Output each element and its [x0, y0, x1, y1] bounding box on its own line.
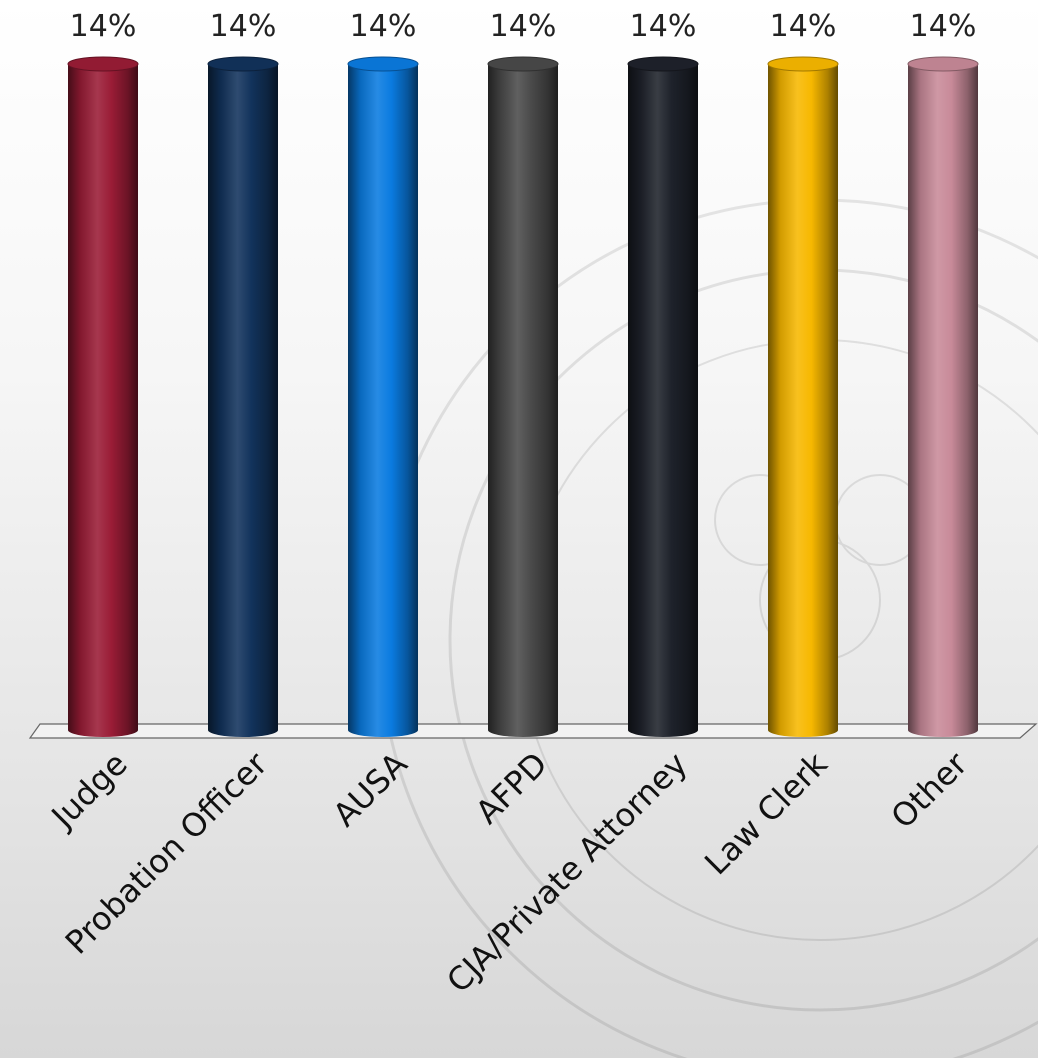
bar-top-cap	[347, 56, 419, 72]
bar-body	[208, 64, 278, 737]
bar-top-cap	[207, 56, 279, 72]
category-label: Law Clerk	[697, 744, 835, 882]
value-label: 14%	[210, 9, 277, 44]
category-label: Judge	[43, 745, 135, 837]
bar-other	[907, 56, 979, 737]
bars-layer	[67, 56, 979, 737]
value-label: 14%	[770, 9, 837, 44]
bar-law-clerk	[767, 56, 839, 737]
value-label: 14%	[630, 9, 697, 44]
value-label: 14%	[910, 9, 977, 44]
bar-body	[68, 64, 138, 737]
category-label: AUSA	[325, 745, 414, 834]
bar-body	[768, 64, 838, 737]
bar-probation-officer	[207, 56, 279, 737]
bar-top-cap	[907, 56, 979, 72]
bar-afpd	[487, 56, 559, 737]
bar-ausa	[347, 56, 419, 737]
bar-cja-private-attorney	[627, 56, 699, 737]
value-label: 14%	[350, 9, 417, 44]
value-label: 14%	[70, 9, 137, 44]
bar-body	[908, 64, 978, 737]
bar-top-cap	[767, 56, 839, 72]
bar-top-cap	[487, 56, 559, 72]
bar-top-cap	[627, 56, 699, 72]
category-label: Other	[884, 744, 976, 836]
bar-top-cap	[67, 56, 139, 72]
bar-body	[348, 64, 418, 737]
value-labels-layer: 14% 14% 14% 14% 14% 14% 14%	[70, 9, 977, 44]
bar-body	[628, 64, 698, 737]
value-label: 14%	[490, 9, 557, 44]
bar-judge	[67, 56, 139, 737]
bar-body	[488, 64, 558, 737]
